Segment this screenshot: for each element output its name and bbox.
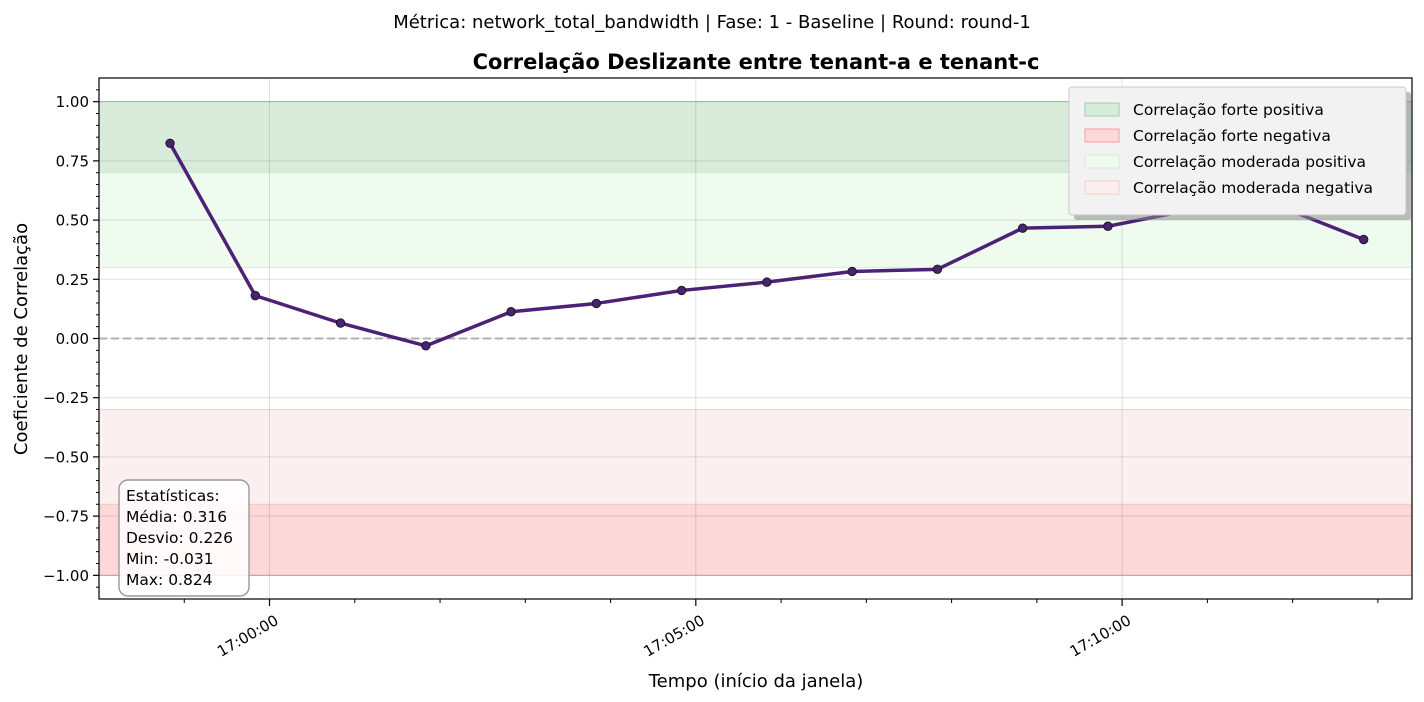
legend: Correlação forte positiva Correlação fort…	[1068, 86, 1411, 220]
legend-swatch-3	[1084, 180, 1120, 195]
data-point-6	[676, 285, 687, 296]
stats-line-3: Min: -0.031	[126, 550, 214, 568]
data-point-14	[1358, 234, 1369, 245]
data-point-9	[932, 264, 943, 275]
correlation-bands	[98, 101, 1413, 576]
x-axis: 17:00:00 17:05:00 17:10:00	[183, 599, 1379, 661]
x-tick-label-0: 17:00:00	[214, 611, 281, 660]
y-tick-label-7: 0.75	[56, 152, 89, 170]
data-point-1	[250, 290, 261, 301]
data-point-0	[165, 138, 175, 149]
legend-box	[1068, 86, 1407, 216]
band-3	[98, 409, 1413, 505]
y-tick-label-0: −1.00	[43, 567, 89, 585]
data-point-4	[506, 307, 516, 317]
stats-heading: Estatísticas:	[126, 487, 220, 505]
stats-line-2: Desvio: 0.226	[126, 529, 233, 547]
y-tick-label-1: −0.75	[43, 508, 89, 526]
y-tick-label-5: 0.25	[56, 271, 89, 289]
chart-title: Correlação Deslizante entre tenant-a e t…	[473, 50, 1040, 74]
data-point-3	[421, 341, 431, 351]
legend-label-2: Correlação moderada positiva	[1133, 153, 1366, 171]
data-point-2	[335, 318, 346, 328]
x-tick-label-2: 17:10:00	[1067, 611, 1134, 660]
legend-label-1: Correlação forte negativa	[1133, 127, 1331, 145]
y-tick-label-4: 0.00	[56, 330, 89, 348]
data-point-10	[1017, 223, 1028, 233]
y-tick-label-6: 0.50	[56, 212, 89, 230]
band-1	[98, 503, 1413, 576]
data-point-5	[591, 298, 602, 309]
legend-label-3: Correlação moderada negativa	[1133, 179, 1373, 197]
data-point-8	[847, 266, 857, 277]
legend-swatch-1	[1084, 128, 1120, 143]
stats-box: Estatísticas: Média: 0.316 Desvio: 0.226 Mi…	[118, 479, 250, 597]
stats-box-frame	[118, 479, 250, 597]
legend-swatch-0	[1084, 102, 1120, 117]
data-point-7	[762, 277, 772, 287]
y-tick-label-8: 1.00	[56, 93, 89, 111]
x-tick-label-1: 17:05:00	[640, 611, 707, 660]
legend-label-0: Correlação forte positiva	[1133, 101, 1324, 119]
y-tick-label-2: −0.50	[43, 448, 89, 466]
y-tick-label-3: −0.25	[43, 389, 89, 407]
chart-suptitle: Métrica: network_total_bandwidth | Fase:…	[393, 12, 1031, 33]
y-axis: −1.00 −0.75 −0.50 −0.25 0.00 0.25 0.50 0.75 1.00	[43, 89, 99, 588]
y-axis-label: Coeficiente de Correlação	[11, 223, 32, 455]
stats-line-4: Max: 0.824	[126, 571, 213, 589]
data-point-11	[1103, 221, 1113, 231]
x-axis-label: Tempo (início da janela)	[648, 671, 864, 692]
stats-line-1: Média: 0.316	[126, 508, 227, 526]
legend-swatch-2	[1084, 154, 1120, 169]
